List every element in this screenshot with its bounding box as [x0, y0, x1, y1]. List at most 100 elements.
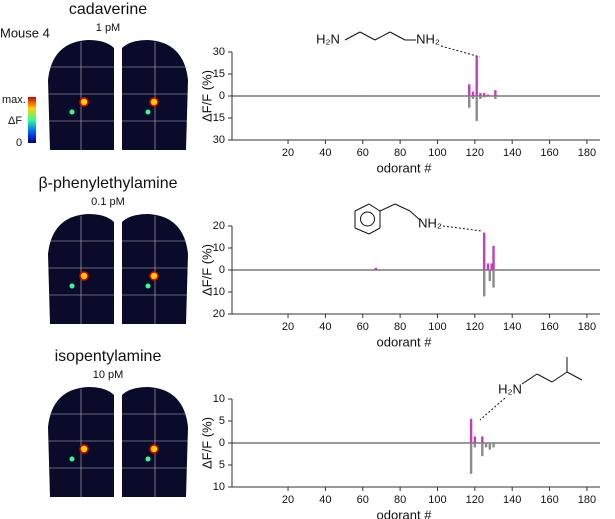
- structure-leader: [479, 397, 506, 421]
- panel: isopentylamine 10 pM H₂N 10 5 0 5 10 20 40 60 80 100…: [48, 348, 600, 519]
- y-tick-label: 10: [213, 481, 225, 493]
- bar: [492, 443, 495, 448]
- y-tick-label: 10: [213, 242, 225, 254]
- structure-bond: [354, 203, 370, 212]
- bar: [468, 84, 471, 96]
- y-tick-label: 10: [213, 286, 225, 298]
- bar: [486, 94, 490, 96]
- y-tick-label: 20: [213, 220, 225, 232]
- bar: [468, 96, 471, 108]
- x-tick-label: 20: [282, 494, 294, 506]
- benzene-ring: [360, 211, 375, 227]
- glomerulus: [69, 456, 75, 462]
- x-tick-label: 160: [540, 147, 558, 159]
- bar: [471, 91, 475, 96]
- x-tick-label: 140: [503, 494, 521, 506]
- x-axis-label: odorant #: [377, 507, 433, 519]
- bar: [481, 443, 484, 457]
- x-tick-label: 120: [466, 494, 484, 506]
- glomerulus: [79, 97, 89, 107]
- y-tick-label: 15: [213, 68, 225, 80]
- y-tick-label: 30: [213, 134, 225, 146]
- panel-subtitle: 0.1 pM: [91, 196, 125, 208]
- bar: [492, 245, 495, 270]
- x-tick-label: 20: [282, 321, 294, 333]
- x-tick-label: 40: [319, 494, 331, 506]
- glomerulus: [69, 283, 75, 289]
- structure-label: H₂N: [498, 381, 522, 396]
- x-tick-label: 180: [578, 147, 596, 159]
- panel-subtitle: 1 pM: [96, 22, 120, 34]
- y-tick-label: 30: [213, 46, 225, 58]
- bar: [479, 96, 482, 99]
- panel: cadaverine 1 pM H₂N NH₂ 30 15 0 15 30 20 40 60 80 100…: [48, 1, 600, 175]
- structure-label: NH₂: [416, 31, 440, 46]
- bar: [473, 436, 477, 443]
- x-tick-label: 140: [503, 147, 521, 159]
- x-tick-label: 60: [357, 321, 369, 333]
- structure-bond: [374, 31, 391, 41]
- bar: [475, 96, 478, 121]
- x-tick-label: 120: [466, 147, 484, 159]
- x-tick-label: 160: [540, 494, 558, 506]
- x-tick-label: 120: [466, 321, 484, 333]
- panel-title: cadaverine: [69, 1, 147, 18]
- structure-bond: [368, 227, 381, 235]
- glomerulus: [79, 444, 89, 454]
- structure-bond: [521, 373, 538, 385]
- colorbar-min: 0: [16, 137, 22, 149]
- glomerulus: [149, 271, 159, 281]
- structure-bond: [566, 371, 583, 381]
- glomerulus: [145, 283, 151, 289]
- structure-bond: [354, 227, 370, 235]
- x-tick-label: 180: [578, 494, 596, 506]
- bar: [486, 263, 490, 270]
- structure-bond: [536, 373, 553, 383]
- bar: [488, 270, 491, 281]
- y-tick-label: 10: [213, 393, 225, 405]
- structure-leader: [442, 225, 483, 232]
- bar: [469, 418, 473, 443]
- structure-bond: [344, 31, 361, 41]
- x-tick-label: 100: [428, 321, 446, 333]
- glomerulus: [145, 456, 151, 462]
- x-tick-label: 80: [394, 147, 406, 159]
- bar: [482, 270, 486, 297]
- mouse-label: Mouse 4: [0, 25, 50, 40]
- colorbar: [28, 97, 36, 143]
- x-tick-label: 40: [319, 147, 331, 159]
- x-tick-label: 40: [319, 321, 331, 333]
- x-axis-label: odorant #: [377, 334, 433, 349]
- x-tick-label: 80: [394, 321, 406, 333]
- y-tick-label: 20: [213, 308, 225, 320]
- colorbar-label: ΔF: [8, 115, 22, 127]
- panel-title: β-phenylethylamine: [38, 175, 177, 192]
- panel-title: isopentylamine: [55, 348, 162, 365]
- structure-bond: [359, 31, 376, 41]
- x-tick-label: 160: [540, 321, 558, 333]
- structure-leader: [440, 45, 481, 58]
- glomerulus: [69, 109, 75, 115]
- colorbar-max: max.: [2, 94, 26, 106]
- bar: [475, 56, 478, 96]
- panel-subtitle: 10 pM: [93, 369, 124, 381]
- bar: [488, 443, 491, 450]
- x-tick-label: 20: [282, 147, 294, 159]
- y-tick-label: 0: [219, 264, 225, 276]
- bar: [471, 96, 475, 99]
- bar: [490, 263, 493, 270]
- x-tick-label: 180: [578, 321, 596, 333]
- structure-bond: [389, 31, 406, 41]
- structure-bond: [368, 203, 381, 212]
- x-tick-label: 60: [357, 494, 369, 506]
- bar: [473, 443, 477, 448]
- bar: [492, 270, 495, 288]
- x-tick-label: 100: [428, 494, 446, 506]
- bar: [479, 93, 482, 96]
- structure-bond: [379, 203, 396, 212]
- y-axis-label: ΔF/F (%): [199, 70, 214, 122]
- x-tick-label: 100: [428, 147, 446, 159]
- y-tick-label: 15: [213, 112, 225, 124]
- y-tick-label: 5: [219, 459, 225, 471]
